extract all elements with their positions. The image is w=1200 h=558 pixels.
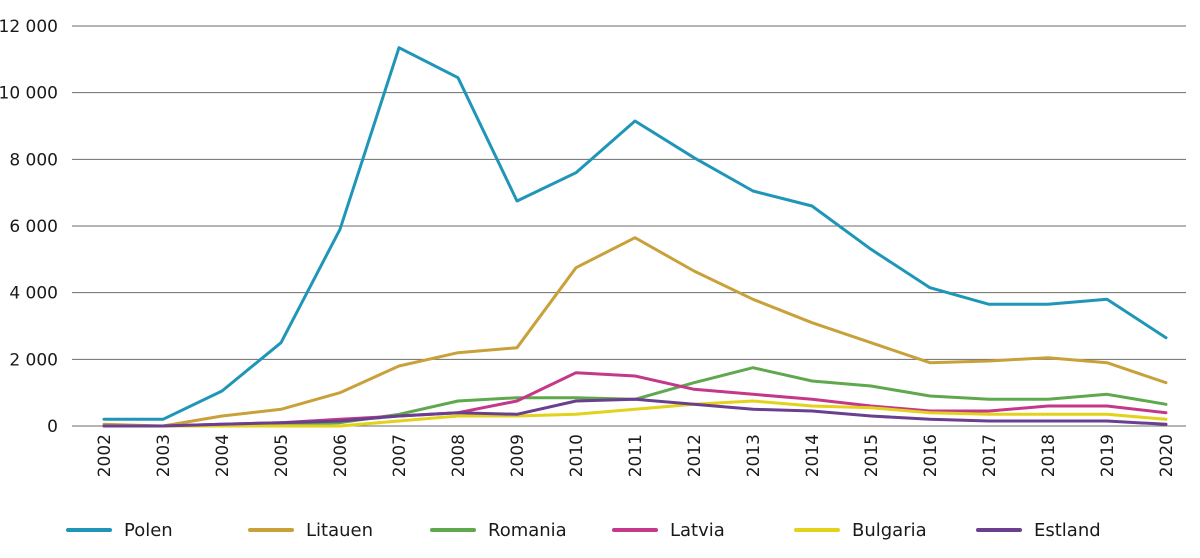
- y-tick-label: 10 000: [0, 84, 58, 104]
- x-tick-label: 2006: [331, 434, 351, 477]
- legend-label: Polen: [124, 520, 173, 541]
- series-lines: [102, 46, 1168, 428]
- x-tick-label: 2012: [685, 434, 705, 477]
- y-axis-labels: 0 2 000 4 000 6 000 8 000 10 000 12 000: [0, 17, 58, 437]
- x-tick-label: 2003: [154, 434, 174, 477]
- y-tick-label: 2 000: [9, 350, 58, 370]
- x-tick-label: 2010: [567, 434, 587, 477]
- x-tick-label: 2007: [390, 434, 410, 477]
- legend-label: Estland: [1034, 520, 1101, 541]
- y-tick-label: 0: [47, 417, 58, 437]
- legend-label: Bulgaria: [852, 520, 927, 541]
- series-line-litauen: [102, 236, 1168, 428]
- x-tick-label: 2019: [1098, 434, 1118, 477]
- x-tick-label: 2020: [1157, 434, 1177, 477]
- x-axis-labels: 2002 2003 2004 2005 2006 2007 2008 2009 2010 2011…: [95, 434, 1177, 477]
- x-tick-label: 2018: [1039, 434, 1059, 477]
- x-tick-label: 2008: [449, 434, 469, 477]
- x-tick-label: 2004: [213, 434, 233, 477]
- legend: Polen Litauen Romania Latvia Bulgaria Estland: [66, 520, 1101, 541]
- y-tick-label: 6 000: [9, 217, 58, 237]
- legend-label: Latvia: [670, 520, 725, 541]
- y-tick-label: 4 000: [9, 284, 58, 304]
- series-line-estland: [102, 397, 1168, 428]
- series-line-bulgaria: [102, 399, 1168, 428]
- x-tick-label: 2016: [921, 434, 941, 477]
- series-line-polen: [102, 46, 1168, 421]
- x-tick-label: 2013: [744, 434, 764, 477]
- y-tick-label: 8 000: [9, 150, 58, 170]
- x-tick-label: 2015: [862, 434, 882, 477]
- y-tick-label: 12 000: [0, 17, 58, 37]
- x-tick-label: 2014: [803, 434, 823, 477]
- x-tick-label: 2017: [980, 434, 1000, 477]
- x-tick-label: 2009: [508, 434, 528, 477]
- x-tick-label: 2011: [626, 434, 646, 477]
- x-tick-label: 2005: [272, 434, 292, 477]
- x-tick-label: 2002: [95, 434, 115, 477]
- legend-label: Romania: [488, 520, 567, 541]
- gridlines: [72, 25, 1186, 427]
- legend-label: Litauen: [306, 520, 373, 541]
